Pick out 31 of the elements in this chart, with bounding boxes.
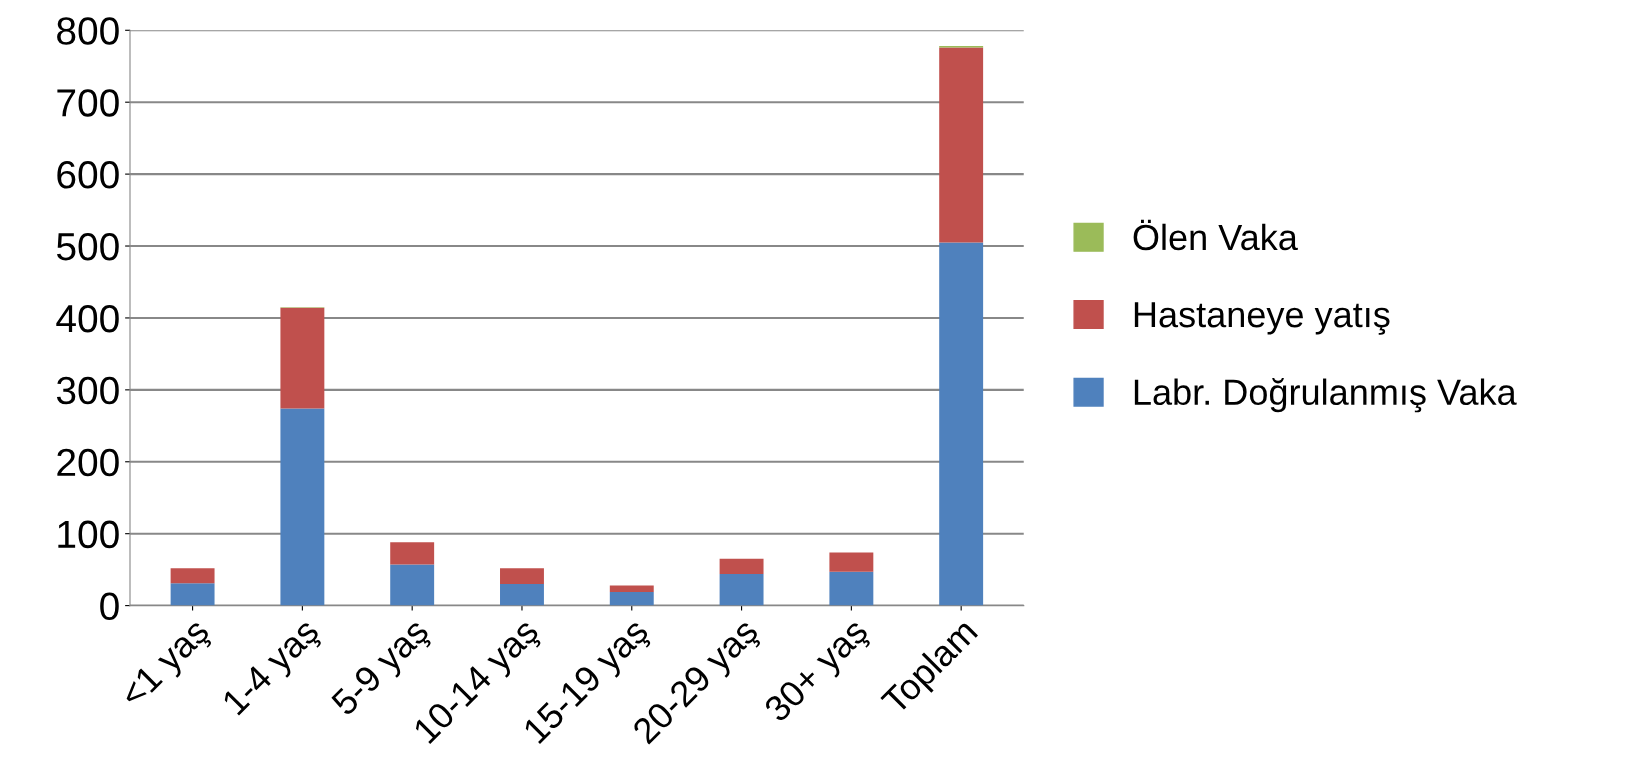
legend-label: Labr. Doğrulanmış Vaka [1134,378,1517,413]
legend-label: Hastaneye yatış [1134,302,1390,335]
y-tick-label: 100 [58,520,119,549]
y-tick-label: 300 [56,376,119,405]
bar [390,542,435,565]
y-tick-label: 500 [56,232,119,261]
y-tick-label: 400 [56,304,119,333]
x-tick-label: 30+ yaş [762,616,875,729]
bar [609,585,654,592]
bar [390,564,435,606]
bar [939,47,984,243]
bar [500,584,544,606]
bar [280,307,325,409]
y-tick-label: 800 [57,17,119,45]
bar [170,583,215,606]
bar [829,552,874,572]
bar [939,242,984,606]
legend-label: Ölen Vaka [1133,219,1298,251]
bar [609,591,654,606]
bar [280,408,325,606]
y-tick-label: 700 [57,89,119,117]
bar [719,573,764,606]
bar [829,571,874,606]
x-tick-label: 1-4 yaş [221,617,326,721]
y-tick-label: 200 [57,448,119,477]
x-tick-label: <1 yaş [118,617,216,714]
y-tick-label: 0 [100,592,119,621]
y-tick-label: 600 [57,161,119,189]
bar [719,558,764,574]
bar [500,568,544,585]
bar [170,568,215,584]
